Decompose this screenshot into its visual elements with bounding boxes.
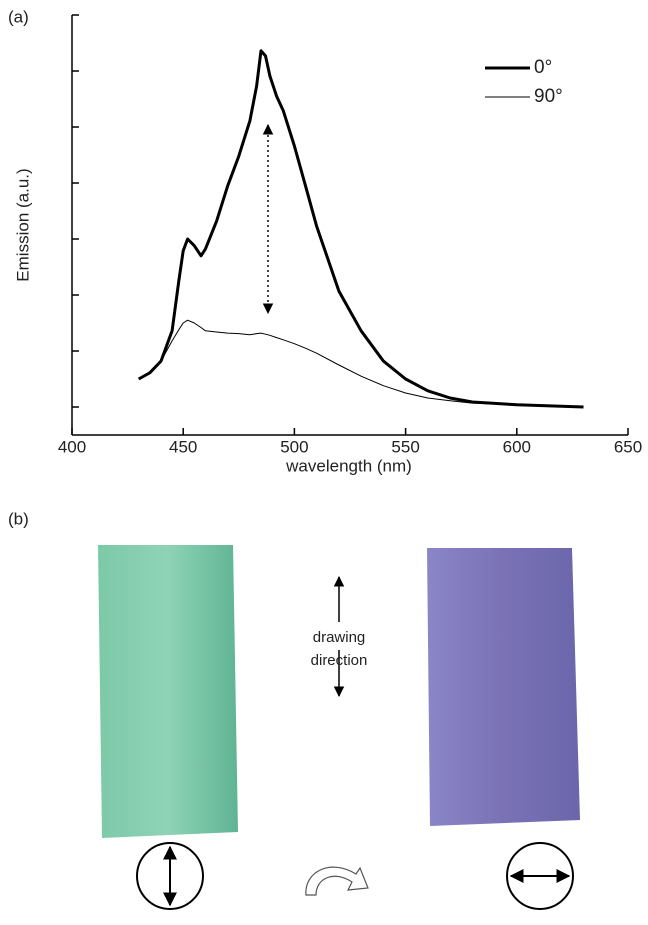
x-tick-label: 600	[503, 437, 531, 456]
x-tick-label: 650	[614, 437, 642, 456]
x-tick-label: 550	[391, 437, 419, 456]
x-axis-label: wavelength (nm)	[285, 456, 412, 475]
direction-label: direction	[311, 652, 368, 669]
series-line	[137, 49, 584, 409]
panel-label: (b)	[8, 509, 29, 528]
panel-label: (a)	[8, 7, 29, 26]
legend-label: 90°	[534, 86, 563, 107]
series-line	[138, 319, 584, 408]
blue-film-photo	[427, 548, 580, 826]
y-axis-label: Emission (a.u.)	[13, 168, 32, 281]
direction-label: drawing	[313, 629, 366, 646]
polarizer-horizontal	[506, 842, 574, 910]
legend-label: 0°	[534, 57, 552, 78]
x-tick-label: 500	[280, 437, 308, 456]
polarizer-vertical	[136, 842, 204, 910]
x-tick-label: 450	[169, 437, 197, 456]
green-film-photo	[98, 545, 238, 838]
x-tick-label: 400	[58, 437, 86, 456]
rotate-arrow	[305, 866, 369, 896]
